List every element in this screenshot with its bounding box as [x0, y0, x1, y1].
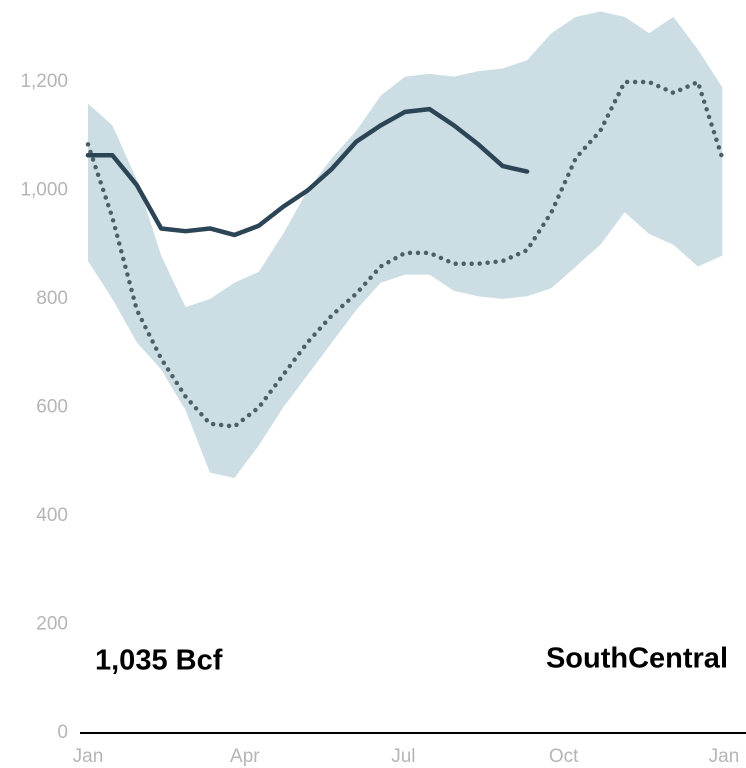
x-tick-label: Jan	[709, 746, 740, 767]
x-tick-label: Oct	[549, 746, 579, 767]
x-tick-label: Jan	[73, 746, 104, 767]
range-band	[88, 11, 723, 479]
region-label: SouthCentral	[546, 643, 728, 675]
series-line	[85, 106, 530, 238]
y-tick-label: 400	[36, 505, 68, 526]
y-tick-label: 0	[57, 722, 68, 743]
y-tick-label: 800	[36, 288, 68, 309]
value-label: 1,035 Bcf	[95, 645, 223, 677]
band-layer	[88, 11, 723, 479]
line-layer	[85, 79, 725, 429]
y-tick-label: 200	[36, 614, 68, 635]
x-tick-label: Apr	[230, 746, 260, 767]
x-tick-label: Jul	[391, 746, 415, 767]
y-tick-label: 600	[36, 397, 68, 418]
y-tick-label: 1,000	[20, 180, 68, 201]
y-tick-label: 1,200	[20, 71, 68, 92]
